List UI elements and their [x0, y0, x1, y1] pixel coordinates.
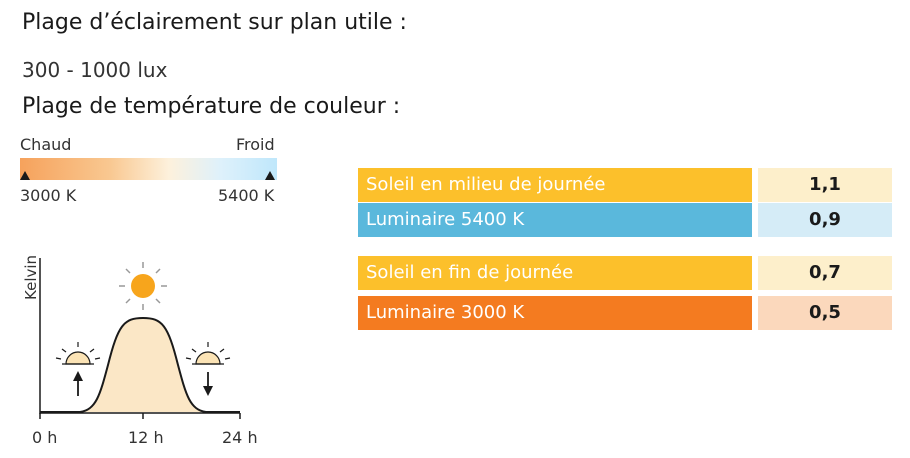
- max-marker-icon: [265, 171, 275, 180]
- max-temperature-label: 5400 K: [218, 186, 275, 205]
- arrow-up-icon: [73, 371, 83, 396]
- sunrise-icon: [55, 342, 101, 365]
- color-temperature-title: Plage de température de couleur :: [22, 94, 401, 119]
- row-value: 1,1: [758, 168, 892, 202]
- sun-icon: [119, 262, 167, 310]
- daylight-curve-diagram: [39, 258, 241, 419]
- tick-24h: 24 h: [222, 428, 258, 447]
- row-value: 0,5: [758, 296, 892, 330]
- tick-0h: 0 h: [32, 428, 58, 447]
- row-value: 0,7: [758, 256, 892, 290]
- sunset-icon: [185, 342, 231, 365]
- min-marker-icon: [20, 171, 30, 180]
- cold-label: Froid: [236, 135, 275, 154]
- warm-label: Chaud: [20, 135, 72, 154]
- color-temperature-gradient: [20, 158, 277, 180]
- row-label: Luminaire 5400 K: [358, 203, 752, 237]
- illuminance-title: Plage d’éclairement sur plan utile :: [22, 10, 407, 35]
- y-axis-label: Kelvin: [22, 254, 40, 300]
- row-label: Luminaire 3000 K: [358, 296, 752, 330]
- row-label: Soleil en milieu de journée: [358, 168, 752, 202]
- row-label: Soleil en fin de journée: [358, 256, 752, 290]
- illuminance-value: 300 - 1000 lux: [22, 58, 168, 82]
- row-value: 0,9: [758, 203, 892, 237]
- arrow-down-icon: [203, 372, 213, 396]
- min-temperature-label: 3000 K: [20, 186, 77, 205]
- daylight-curve: [80, 318, 206, 412]
- tick-12h: 12 h: [128, 428, 164, 447]
